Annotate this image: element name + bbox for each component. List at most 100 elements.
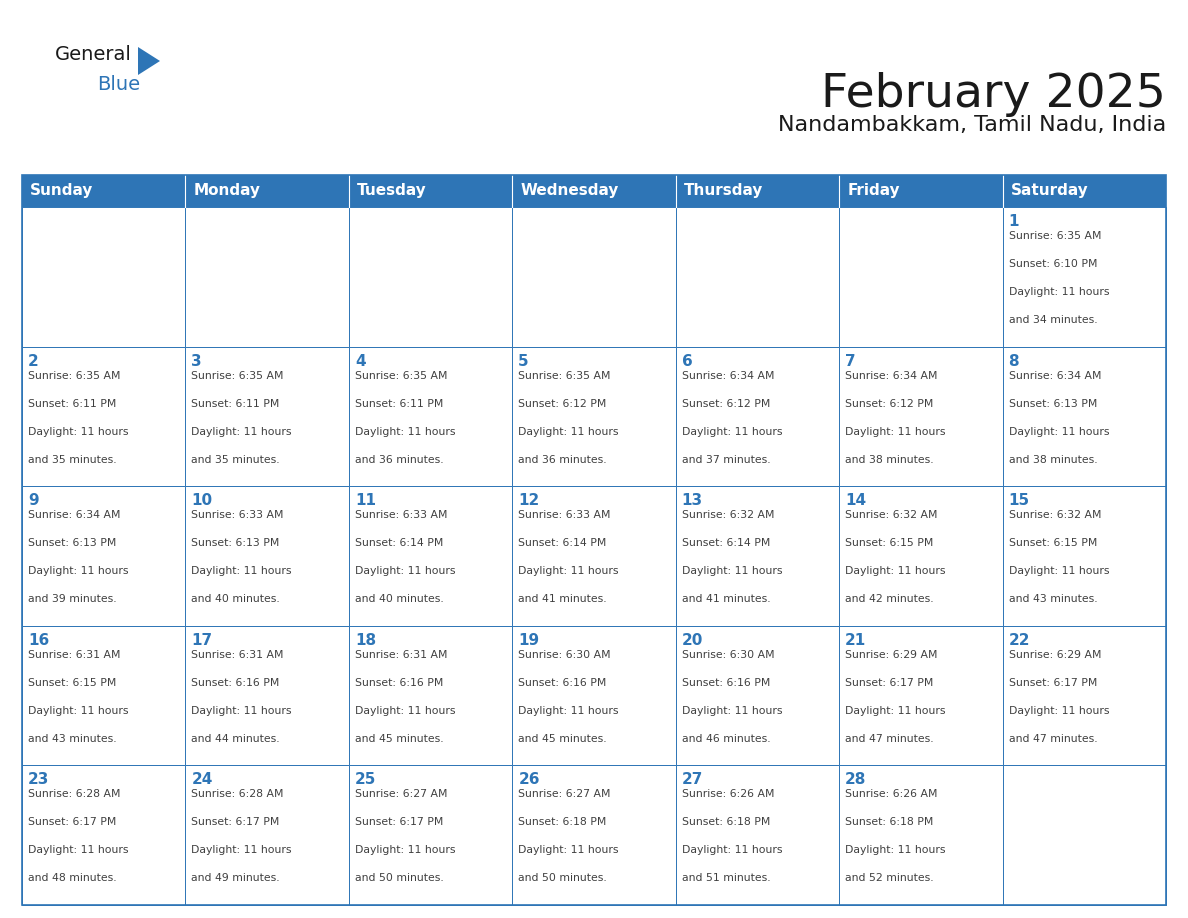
Text: 22: 22 (1009, 633, 1030, 648)
Bar (185, 766, 349, 905)
Bar (512, 207, 676, 347)
Text: and 38 minutes.: and 38 minutes. (845, 454, 934, 465)
Bar (23, 175, 1165, 905)
Text: Sunrise: 6:33 AM: Sunrise: 6:33 AM (518, 510, 611, 521)
Bar (839, 207, 1003, 347)
Text: and 50 minutes.: and 50 minutes. (355, 873, 443, 883)
Text: 10: 10 (191, 493, 213, 509)
Text: February 2025: February 2025 (821, 72, 1165, 117)
Bar (676, 626, 839, 766)
Text: Daylight: 11 hours: Daylight: 11 hours (518, 706, 619, 716)
Text: Sunset: 6:18 PM: Sunset: 6:18 PM (682, 817, 770, 827)
Bar (349, 487, 512, 626)
Text: Daylight: 11 hours: Daylight: 11 hours (355, 845, 455, 856)
Text: Daylight: 11 hours: Daylight: 11 hours (191, 566, 292, 577)
Text: Sunset: 6:12 PM: Sunset: 6:12 PM (682, 398, 770, 409)
Text: 18: 18 (355, 633, 375, 648)
Text: Sunset: 6:15 PM: Sunset: 6:15 PM (1009, 538, 1097, 548)
Text: Sunrise: 6:29 AM: Sunrise: 6:29 AM (1009, 650, 1101, 660)
Text: 5: 5 (518, 353, 529, 369)
Text: Sunset: 6:14 PM: Sunset: 6:14 PM (355, 538, 443, 548)
Text: and 41 minutes.: and 41 minutes. (518, 594, 607, 604)
Text: 16: 16 (29, 633, 49, 648)
Bar (349, 766, 512, 905)
Text: 13: 13 (682, 493, 703, 509)
Text: 27: 27 (682, 772, 703, 788)
Text: Sunrise: 6:26 AM: Sunrise: 6:26 AM (845, 789, 937, 800)
Text: and 35 minutes.: and 35 minutes. (191, 454, 280, 465)
Text: and 45 minutes.: and 45 minutes. (518, 733, 607, 744)
Text: 14: 14 (845, 493, 866, 509)
Text: Sunrise: 6:35 AM: Sunrise: 6:35 AM (1009, 231, 1101, 241)
Text: 3: 3 (191, 353, 202, 369)
Text: Sunrise: 6:29 AM: Sunrise: 6:29 AM (845, 650, 937, 660)
Text: General: General (55, 45, 132, 64)
Text: 15: 15 (1009, 493, 1030, 509)
Text: and 40 minutes.: and 40 minutes. (355, 594, 443, 604)
Text: Sunset: 6:17 PM: Sunset: 6:17 PM (1009, 677, 1097, 688)
Bar (512, 175, 676, 207)
Text: Sunset: 6:15 PM: Sunset: 6:15 PM (845, 538, 934, 548)
Text: Daylight: 11 hours: Daylight: 11 hours (355, 566, 455, 577)
Text: Daylight: 11 hours: Daylight: 11 hours (682, 566, 782, 577)
Bar (185, 175, 349, 207)
Text: Sunrise: 6:27 AM: Sunrise: 6:27 AM (355, 789, 448, 800)
Text: Daylight: 11 hours: Daylight: 11 hours (845, 427, 946, 437)
Text: Daylight: 11 hours: Daylight: 11 hours (29, 566, 128, 577)
Text: Sunset: 6:10 PM: Sunset: 6:10 PM (1009, 259, 1097, 269)
Bar (23, 487, 185, 626)
Text: Daylight: 11 hours: Daylight: 11 hours (682, 427, 782, 437)
Text: Daylight: 11 hours: Daylight: 11 hours (845, 706, 946, 716)
Bar (512, 487, 676, 626)
Text: Sunrise: 6:35 AM: Sunrise: 6:35 AM (355, 371, 448, 381)
Bar (1003, 487, 1165, 626)
Text: Daylight: 11 hours: Daylight: 11 hours (29, 845, 128, 856)
Text: and 34 minutes.: and 34 minutes. (1009, 315, 1098, 325)
Text: and 52 minutes.: and 52 minutes. (845, 873, 934, 883)
Text: Sunset: 6:13 PM: Sunset: 6:13 PM (1009, 398, 1097, 409)
Text: and 44 minutes.: and 44 minutes. (191, 733, 280, 744)
Text: Sunrise: 6:34 AM: Sunrise: 6:34 AM (29, 510, 120, 521)
Text: Daylight: 11 hours: Daylight: 11 hours (1009, 566, 1110, 577)
Text: Sunset: 6:12 PM: Sunset: 6:12 PM (518, 398, 607, 409)
Bar (185, 207, 349, 347)
Text: Sunset: 6:14 PM: Sunset: 6:14 PM (518, 538, 607, 548)
Text: Sunrise: 6:35 AM: Sunrise: 6:35 AM (29, 371, 120, 381)
Bar (185, 626, 349, 766)
Text: and 40 minutes.: and 40 minutes. (191, 594, 280, 604)
Bar (185, 487, 349, 626)
Text: Daylight: 11 hours: Daylight: 11 hours (518, 427, 619, 437)
Bar (676, 766, 839, 905)
Text: 19: 19 (518, 633, 539, 648)
Text: 2: 2 (29, 353, 39, 369)
Text: 9: 9 (29, 493, 39, 509)
Text: Tuesday: Tuesday (356, 184, 426, 198)
Text: 11: 11 (355, 493, 375, 509)
Text: Sunset: 6:13 PM: Sunset: 6:13 PM (191, 538, 280, 548)
Text: Sunrise: 6:34 AM: Sunrise: 6:34 AM (845, 371, 937, 381)
Bar (676, 175, 839, 207)
Bar (349, 207, 512, 347)
Text: Nandambakkam, Tamil Nadu, India: Nandambakkam, Tamil Nadu, India (778, 115, 1165, 135)
Text: Sunrise: 6:35 AM: Sunrise: 6:35 AM (518, 371, 611, 381)
Text: 20: 20 (682, 633, 703, 648)
Bar (23, 626, 185, 766)
Text: Monday: Monday (194, 184, 260, 198)
Text: Sunrise: 6:30 AM: Sunrise: 6:30 AM (682, 650, 775, 660)
Text: and 36 minutes.: and 36 minutes. (518, 454, 607, 465)
Text: and 49 minutes.: and 49 minutes. (191, 873, 280, 883)
Text: 28: 28 (845, 772, 866, 788)
Text: Sunset: 6:13 PM: Sunset: 6:13 PM (29, 538, 116, 548)
Text: Daylight: 11 hours: Daylight: 11 hours (1009, 427, 1110, 437)
Text: Daylight: 11 hours: Daylight: 11 hours (682, 845, 782, 856)
Bar (839, 766, 1003, 905)
Text: Sunrise: 6:33 AM: Sunrise: 6:33 AM (191, 510, 284, 521)
Text: and 50 minutes.: and 50 minutes. (518, 873, 607, 883)
Text: Sunrise: 6:30 AM: Sunrise: 6:30 AM (518, 650, 611, 660)
Bar (185, 347, 349, 487)
Bar (1003, 207, 1165, 347)
Text: Sunrise: 6:34 AM: Sunrise: 6:34 AM (1009, 371, 1101, 381)
Text: Daylight: 11 hours: Daylight: 11 hours (682, 706, 782, 716)
Text: Sunrise: 6:28 AM: Sunrise: 6:28 AM (29, 789, 120, 800)
Text: Daylight: 11 hours: Daylight: 11 hours (29, 427, 128, 437)
